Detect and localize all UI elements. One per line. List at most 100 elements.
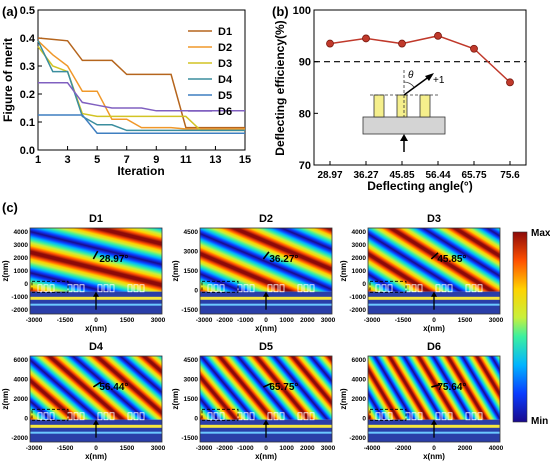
field-map-pillar <box>435 412 441 421</box>
field-map-pillar <box>103 412 109 421</box>
panel-a-x-axis-label: Iteration <box>117 164 164 178</box>
inset-angle-arc <box>403 81 415 88</box>
field-map-incident-arrowhead <box>263 291 269 297</box>
field-map-pillar <box>207 284 213 293</box>
panel-a-legend-label-D2: D2 <box>218 42 232 54</box>
field-map-pillar <box>411 412 417 421</box>
field-map-x-tick-label: 0 <box>432 445 436 452</box>
field-map-deflection-arrow <box>263 382 272 388</box>
panel-a-y-axis-label: Figure of merit <box>1 38 15 122</box>
field-map-y-tick-label: -1000 <box>11 294 28 301</box>
field-map-pillar <box>249 284 255 293</box>
field-map-x-tick-label: -1000 <box>237 445 254 452</box>
field-map-pillar <box>417 284 423 293</box>
field-map-pillar <box>207 412 213 421</box>
field-map-transmitted-region <box>200 356 332 420</box>
field-map-incident-arrowhead <box>93 291 99 297</box>
field-map-D6: 75.64° D6 -4000 -2000 0 2000 4000 x(nm) -2000 0 20… <box>339 341 504 461</box>
panel-a-series-line-D6 <box>38 82 245 112</box>
field-map-D3: 45.85° D3 -3000 -1500 0 1500 3000 x(nm) -2000 -10… <box>339 213 504 333</box>
panel-a-series <box>37 37 245 134</box>
field-map-pillar <box>273 412 279 421</box>
panel-label-c: (c) <box>2 200 18 215</box>
field-map-pillar <box>303 412 309 421</box>
panel-b-point <box>506 78 514 87</box>
field-map-pillar <box>109 412 115 421</box>
field-map-x-tick-label: 2000 <box>458 445 473 452</box>
field-map-x-tick-label: 3000 <box>321 445 336 452</box>
field-map-x-tick-label: 4000 <box>489 445 504 452</box>
field-map-pillar <box>279 412 285 421</box>
field-map-pillar <box>279 284 285 293</box>
field-map-y-axis-label: z(nm) <box>1 260 10 282</box>
field-map-transmitted-region <box>30 356 162 420</box>
field-map-pillar <box>411 284 417 293</box>
field-map-x-tick-label: 0 <box>94 317 98 324</box>
panel-a-series-line-D4 <box>37 40 245 132</box>
field-map-y-tick-label: -1000 <box>349 294 366 301</box>
panel-a-x-tick-label: 11 <box>180 154 192 166</box>
field-map-x-tick-label: -2000 <box>216 317 233 324</box>
field-map-x-tick-label: 1500 <box>120 445 135 452</box>
inset-pillar-3 <box>419 94 431 118</box>
field-map-pillar <box>243 284 249 293</box>
field-map-pillar <box>387 412 393 421</box>
field-map-y-tick-label: 4000 <box>352 229 367 236</box>
field-map-x-tick-label: 2000 <box>300 445 315 452</box>
field-map-y-tick-label: 0 <box>194 288 198 295</box>
field-map-unit-cell-box <box>369 280 407 293</box>
panel-a-series-line-D3 <box>37 45 245 132</box>
field-map-pillar <box>109 284 115 293</box>
field-map-x-tick-label: -2000 <box>395 445 412 452</box>
panel-b-y-axis-label: Deflecting efficiency(%) <box>273 20 287 155</box>
field-map-x-tick-label: 1000 <box>279 445 294 452</box>
field-map-pillar <box>297 412 303 421</box>
field-map-x-axis-label: x(nm) <box>423 452 445 461</box>
field-map-frame <box>367 355 501 443</box>
field-map-pillar <box>465 284 471 293</box>
field-map-pillar <box>477 412 483 421</box>
field-map-x-tick-label: 1500 <box>120 317 135 324</box>
field-map-x-tick-label: 3000 <box>321 317 336 324</box>
field-map-x-tick-label: 3000 <box>151 445 166 452</box>
field-map-x-axis-label: x(nm) <box>255 452 277 461</box>
field-map-pillar <box>249 412 255 421</box>
inset-substrate <box>362 116 446 135</box>
panel-b-x-tick-label: 45.85 <box>389 170 414 181</box>
panel-b-point <box>434 31 442 40</box>
panel-a-x-tick-label: 3 <box>65 154 71 166</box>
field-map-pillar <box>303 284 309 293</box>
field-map-angle-label: 56.44° <box>99 382 128 393</box>
field-map-pillar <box>213 412 219 421</box>
field-map-y-tick-label: 1000 <box>352 268 367 275</box>
field-map-angle-label: 45.85° <box>437 254 466 265</box>
field-map-y-tick-label: 3000 <box>14 242 29 249</box>
field-map-x-tick-label: 0 <box>264 317 268 324</box>
field-map-pillar <box>127 284 133 293</box>
panel-b-x-tick-label: 36.27 <box>353 170 378 181</box>
field-map-x-tick-label: 3000 <box>151 317 166 324</box>
panel-a-ticks: 1 3 5 7 9 11 13 150.00.10.20.30.40.5 <box>20 5 251 166</box>
field-map-y-tick-label: 4000 <box>352 377 367 384</box>
field-map-frame <box>199 227 333 315</box>
field-map-pillar <box>447 284 453 293</box>
field-map-y-tick-label: 0 <box>362 281 366 288</box>
field-map-x-tick-label: -4000 <box>364 445 381 452</box>
field-map-deflection-arrow <box>430 252 439 260</box>
panel-b-y-tick-label: 80 <box>299 108 311 120</box>
panel-a-y-tick-label: 0.3 <box>20 61 35 73</box>
panel-a-y-tick-label: 0.1 <box>20 117 35 129</box>
panel-a-series-line-D2 <box>37 40 245 130</box>
field-map-pillar <box>97 284 103 293</box>
field-map-pillar <box>213 284 219 293</box>
field-map-frame <box>367 227 501 315</box>
field-map-y-tick-label: 1500 <box>184 396 199 403</box>
panel-a-legend-label-D5: D5 <box>218 90 232 102</box>
field-map-D5: 65.75° D5 -3000 -2000 -1000 0 1000 2000 3000 x(nm… <box>171 341 336 461</box>
field-map-y-tick-label: 4500 <box>184 357 199 364</box>
panel-a-line-chart: 1 3 5 7 9 11 13 150.00.10.20.30.40.5 D1D2D3D4D5… <box>1 5 251 178</box>
field-map-x-axis-label: x(nm) <box>423 324 445 333</box>
field-map-title: D4 <box>89 341 104 353</box>
field-map-x-tick-label: -2000 <box>216 445 233 452</box>
colorbar-max-label: Max <box>531 228 550 239</box>
